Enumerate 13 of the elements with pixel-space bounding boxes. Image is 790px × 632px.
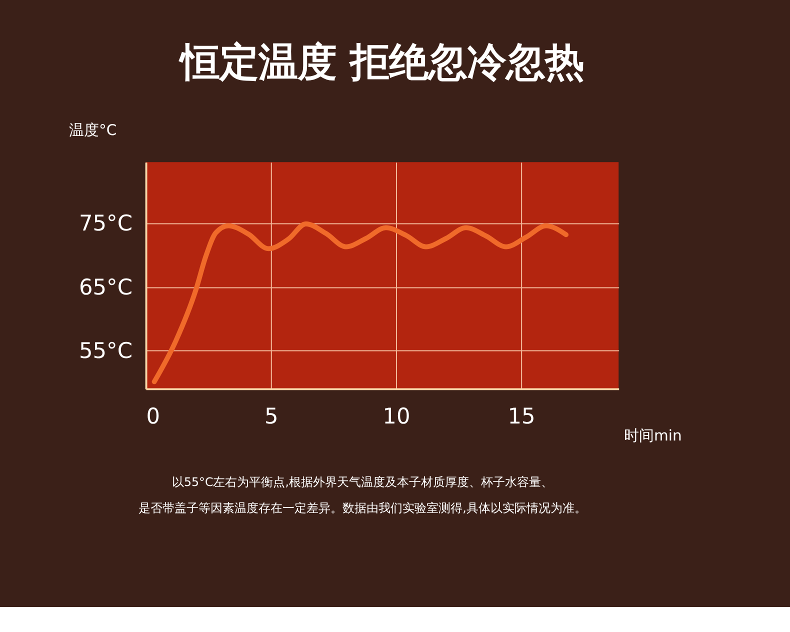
y-tick-label: 65°C	[78, 275, 132, 300]
x-tick-label: 5	[264, 404, 278, 430]
y-tick-label: 75°C	[78, 212, 132, 237]
y-tick-label: 55°C	[78, 338, 132, 364]
text: 以55°C左右为平衡点,根据外界天气温度及本子材质厚度、杯子水容量、	[172, 475, 553, 490]
y-axis-title: 温度°C	[69, 122, 117, 140]
x-tick-label: 0	[146, 404, 160, 430]
x-tick-label: 15	[508, 404, 536, 430]
x-tick-label: 10	[382, 404, 410, 430]
text: 是否带盖子等因素温度存在一定差异。数据由我们实验室测得,具体以实际情况为准。	[138, 500, 586, 515]
chart-title: 恒定温度 拒绝忽冷忽热	[178, 39, 584, 86]
x-axis-title: 时间min	[624, 427, 682, 444]
line-series	[152, 221, 569, 384]
